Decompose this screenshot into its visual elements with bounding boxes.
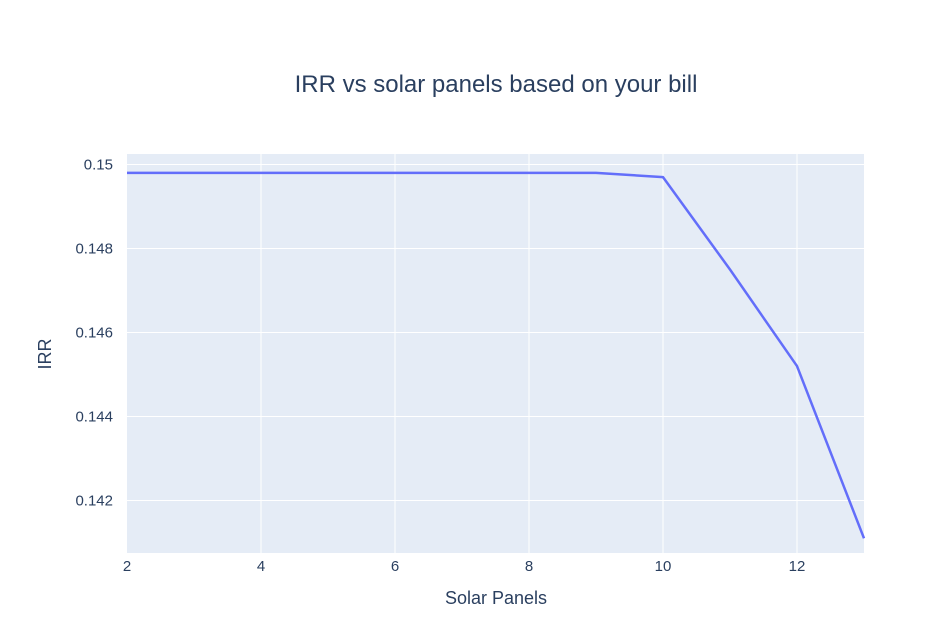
x-axis-ticks: 2 4 6 8 10 12: [123, 558, 806, 575]
series-layer: [127, 171, 866, 539]
x-tick-label: 8: [525, 558, 533, 575]
plot-area: [127, 154, 864, 553]
y-tick-label: 0.146: [75, 325, 113, 342]
x-tick-label: 10: [655, 558, 672, 575]
series-line: [127, 171, 866, 539]
x-tick-label: 6: [391, 558, 399, 575]
y-tick-label: 0.15: [84, 157, 113, 174]
x-tick-label: 2: [123, 558, 131, 575]
y-tick-label: 0.142: [75, 493, 113, 510]
x-tick-label: 12: [789, 558, 806, 575]
y-tick-label: 0.144: [75, 409, 113, 426]
x-gridlines: [260, 154, 798, 553]
y-axis-title: IRR: [35, 339, 55, 370]
y-axis-ticks: 0.142 0.144 0.146 0.148 0.15: [75, 157, 113, 510]
x-tick-label: 4: [257, 558, 265, 575]
x-axis-title: Solar Panels: [445, 588, 547, 608]
y-gridlines: [127, 164, 864, 501]
chart-title: IRR vs solar panels based on your bill: [295, 71, 698, 98]
y-tick-label: 0.148: [75, 241, 113, 258]
